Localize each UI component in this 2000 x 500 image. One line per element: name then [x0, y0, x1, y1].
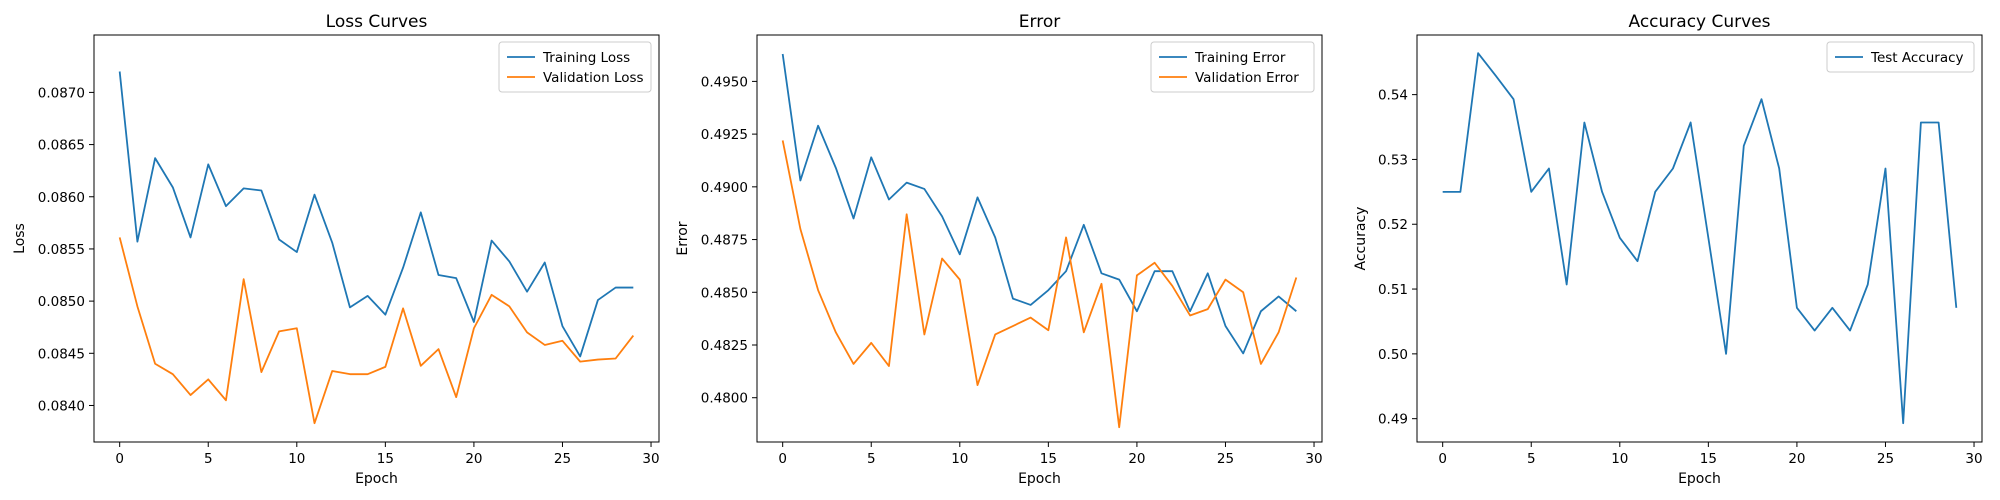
- y-tick-label: 0.51: [1378, 282, 1408, 298]
- y-tick-label: 0.0850: [38, 294, 85, 310]
- y-tick-label: 0.0855: [38, 242, 85, 258]
- chart-panel-2: Error 0 5 10 15 20 25 30 0.4800 0.4825 0.4850 0.487…: [675, 12, 1323, 487]
- x-tick-label: 5: [867, 451, 876, 467]
- x-tick-label: 15: [1700, 451, 1717, 467]
- y-tick-label: 0.53: [1378, 152, 1408, 168]
- y-tick-label: 0.4900: [701, 180, 748, 196]
- y-tick-label: 0.4800: [701, 391, 748, 407]
- legend-box: [1826, 41, 1975, 73]
- x-tick-label: 0: [1438, 451, 1447, 467]
- legend-label: Training Error: [1194, 50, 1286, 66]
- y-tick-label: 0.4875: [701, 233, 748, 249]
- axes-frame: [756, 34, 1323, 443]
- x-tick-label: 5: [1527, 451, 1536, 467]
- legend-box: [1150, 41, 1315, 93]
- legend-box: [498, 41, 652, 93]
- x-tick-label: 10: [288, 451, 305, 467]
- y-tick-label: 0.49: [1378, 412, 1408, 428]
- x-axis-label: Epoch: [1678, 471, 1721, 487]
- y-axis-label: Accuracy: [1353, 207, 1369, 271]
- plot-area: [118, 71, 635, 425]
- plot-area: [781, 53, 1298, 429]
- series-line-training-error: [781, 53, 1297, 355]
- y-tick-label: 0.0860: [38, 190, 85, 206]
- x-tick-label: 15: [377, 451, 394, 467]
- axes-frame: [93, 34, 660, 443]
- series-line-test-accuracy: [1442, 52, 1958, 425]
- y-tick-label: 0.50: [1378, 347, 1408, 363]
- y-tick-label: 0.0870: [38, 85, 85, 101]
- y-tick-label: 0.0840: [38, 398, 85, 414]
- x-tick-label: 30: [1965, 451, 1982, 467]
- legend: Training Error Validation Error: [1150, 41, 1315, 93]
- y-tick-label: 0.0845: [38, 346, 85, 362]
- legend: Training Loss Validation Loss: [498, 41, 652, 93]
- y-axis-label: Loss: [12, 223, 28, 254]
- legend-label: Test Accuracy: [1870, 50, 1964, 66]
- chart-panel-1: Loss Curves 0 5 10 15 20 25 30 0.0840 0.0845 0.085…: [12, 12, 660, 487]
- x-tick-label: 20: [1128, 451, 1145, 467]
- x-tick-label: 15: [1040, 451, 1057, 467]
- y-tick-label: 0.4925: [701, 127, 748, 143]
- x-axis-label: Epoch: [355, 471, 398, 487]
- legend: Test Accuracy: [1826, 41, 1975, 73]
- x-tick-label: 25: [1217, 451, 1234, 467]
- x-axis-label: Epoch: [1018, 471, 1061, 487]
- x-tick-label: 30: [642, 451, 659, 467]
- series-line-training-loss: [118, 71, 634, 358]
- x-tick-label: 5: [204, 451, 213, 467]
- y-axis-label: Error: [675, 221, 691, 255]
- chart-title: Error: [1019, 12, 1060, 32]
- x-tick-label: 20: [465, 451, 482, 467]
- chart-title: Accuracy Curves: [1628, 12, 1770, 32]
- y-tick-label: 0.52: [1378, 217, 1408, 233]
- legend-label: Training Loss: [542, 50, 630, 66]
- y-tick-label: 0.4850: [701, 285, 748, 301]
- y-tick-label: 0.0865: [38, 138, 85, 154]
- x-tick-label: 20: [1788, 451, 1805, 467]
- x-tick-label: 30: [1305, 451, 1322, 467]
- axes-frame: [1416, 34, 1983, 443]
- legend-label: Validation Error: [1195, 70, 1299, 86]
- y-tick-label: 0.4825: [701, 338, 748, 354]
- chart-title: Loss Curves: [326, 12, 428, 32]
- x-tick-label: 0: [778, 451, 787, 467]
- y-tick-label: 0.54: [1378, 88, 1408, 104]
- plot-area: [1442, 52, 1958, 425]
- x-tick-label: 10: [951, 451, 968, 467]
- x-tick-label: 0: [115, 451, 124, 467]
- legend-label: Validation Loss: [543, 70, 644, 86]
- x-tick-label: 25: [1877, 451, 1894, 467]
- x-tick-label: 25: [554, 451, 571, 467]
- series-line-validation-error: [781, 140, 1298, 429]
- chart-panel-3: Accuracy Curves 0 5 10 15 20 25 30 0.49 0.50 0.51 0…: [1353, 12, 1983, 487]
- series-line-validation-loss: [118, 237, 635, 425]
- y-tick-label: 0.4950: [701, 74, 748, 90]
- x-tick-label: 10: [1611, 451, 1628, 467]
